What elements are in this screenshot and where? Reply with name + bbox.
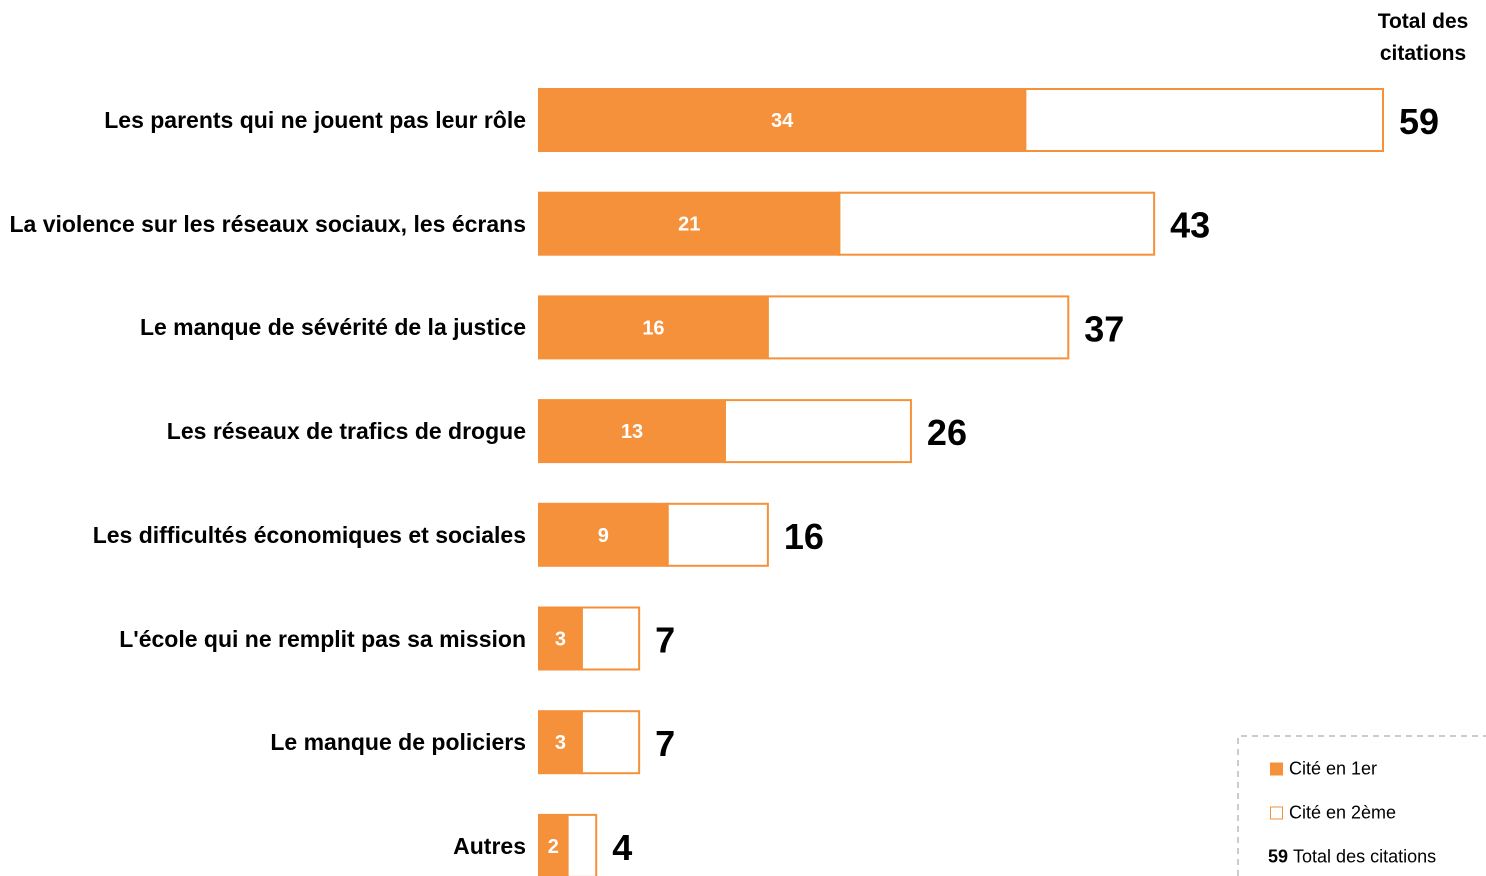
bar-segment [538, 813, 569, 876]
bar-segment [538, 710, 583, 775]
bar-segment [766, 295, 1070, 360]
bar-segment [538, 399, 726, 464]
segment-label: 21 [678, 214, 700, 236]
bar-segment [580, 606, 641, 671]
legend-label: Cité en 2ème [1289, 802, 1397, 823]
total-label: 59 [1399, 101, 1439, 142]
legend-label: Total des citations [1293, 846, 1437, 867]
bar-segment [538, 88, 1027, 152]
bar-segment [538, 502, 669, 567]
total-label: 37 [1084, 308, 1124, 349]
legend-swatch [1270, 806, 1283, 820]
category-label: Autres [453, 832, 526, 859]
totals-header: Total des citations [1377, 10, 1469, 65]
category-label: La violence sur les réseaux sociaux, les… [9, 210, 526, 237]
segment-label: 9 [598, 525, 609, 547]
total-label: 7 [655, 620, 675, 661]
bar-segment [838, 191, 1156, 256]
segment-label: 34 [771, 110, 794, 132]
segment-label: 3 [555, 732, 566, 754]
category-label: Le manque de policiers [270, 729, 526, 756]
segment-label: 2 [548, 836, 559, 858]
category-label: Les difficultés économiques et sociales [92, 521, 526, 548]
total-label: 7 [655, 723, 675, 764]
segment-label: 13 [621, 421, 643, 443]
bar-segment [723, 399, 912, 464]
bar-segment [566, 813, 598, 876]
legend-item: Cité en 1er [1270, 759, 1377, 780]
legend-item: 59 Total des citations [1268, 847, 1436, 868]
bar-segment [580, 710, 641, 775]
legend-swatch [1270, 762, 1283, 776]
legend-label: Cité en 1er [1289, 758, 1378, 779]
total-label: 16 [784, 516, 824, 557]
legend-total-example: 59 [1268, 846, 1289, 867]
legend-item: Cité en 2ème [1270, 803, 1396, 824]
segment-label: 16 [642, 317, 664, 339]
bar-segment [538, 191, 841, 256]
total-label: 26 [927, 412, 967, 453]
category-label: L'école qui ne remplit pas sa mission [119, 625, 526, 652]
total-label: 43 [1170, 205, 1210, 246]
category-label: Les parents qui ne jouent pas leur rôle [104, 107, 526, 133]
bar-segment [1024, 88, 1385, 152]
category-label: Le manque de sévérité de la justice [139, 314, 526, 341]
total-label: 4 [612, 827, 632, 868]
bar-segment [666, 502, 769, 567]
segment-label: 3 [555, 629, 566, 651]
category-label: Les réseaux de trafics de drogue [166, 418, 526, 445]
